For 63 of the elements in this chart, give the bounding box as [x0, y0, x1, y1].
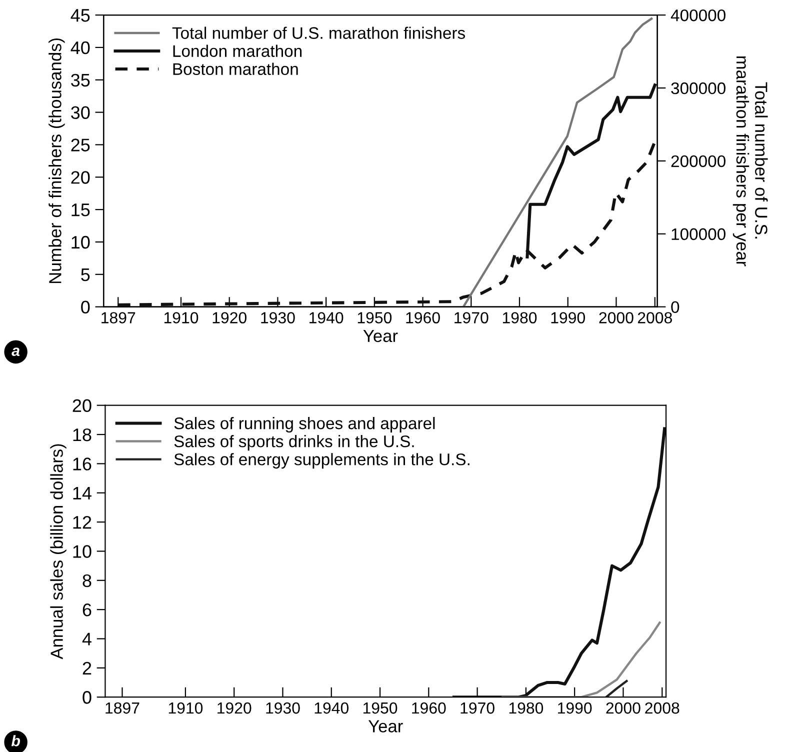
x-tick-label: 1990 [551, 312, 585, 324]
y-tick-label: 2 [82, 662, 92, 674]
x-tick-label: 1970 [454, 312, 488, 324]
text: a [12, 348, 20, 356]
y-tick-label: 0 [82, 691, 92, 704]
y-tick-label: 10 [72, 236, 90, 249]
x-tick-label: 1930 [261, 312, 295, 324]
x-tick-label: 2000 [599, 312, 634, 324]
y-tick-label: 15 [72, 204, 90, 216]
y-axis-title: Number of finishers (thousands) [48, 38, 65, 284]
legend-label: Total number of U.S. marathon finishers [172, 26, 465, 39]
x-tick-label: 1920 [212, 312, 246, 324]
y-tick-label: 30 [71, 106, 90, 120]
x-tick-label: 2000 [606, 702, 640, 714]
y-tick-label: 35 [71, 74, 90, 87]
y2-tick-label: 300000 [671, 82, 726, 94]
x-tick-label: 1910 [164, 312, 198, 324]
y-axis-title: Annual sales (billion dollars) [50, 444, 66, 660]
x-tick-label: 1970 [460, 702, 494, 714]
x-tick-label: 1910 [168, 702, 203, 714]
y-tick-label: 14 [73, 486, 92, 500]
y-tick-label: 40 [70, 41, 90, 54]
x-tick-label: 1950 [363, 702, 398, 714]
y-tick-label: 0 [81, 300, 90, 314]
x-tick-label: 2008 [638, 312, 672, 324]
legend-label: Boston marathon [173, 62, 298, 76]
x-tick-label: 1960 [406, 312, 440, 324]
x-axis-title: Year [368, 720, 403, 732]
legend-label: Sales of sports drinks in the U.S. [174, 435, 414, 451]
y-tick-label: 12 [73, 516, 92, 529]
x-tick-label: 1960 [412, 702, 446, 714]
y-tick-label: 20 [72, 399, 92, 412]
x-tick-label: 1897 [102, 312, 136, 324]
y2-tick-label: 200000 [671, 155, 726, 168]
x-tick-label: 2008 [645, 702, 680, 714]
x-tick-label: 1920 [218, 702, 252, 714]
y-tick-label: 16 [73, 458, 92, 470]
x-tick-label: 1950 [358, 312, 392, 324]
y-tick-label: 4 [82, 632, 92, 646]
x-tick-label: 1930 [266, 702, 300, 714]
x-tick-label: 1940 [314, 702, 349, 714]
y-tick-label: 18 [73, 428, 92, 442]
y-tick-label: 20 [71, 171, 90, 184]
y2-tick-label: 0 [671, 301, 680, 314]
text: b [11, 735, 20, 746]
x-tick-label: 1940 [310, 312, 344, 324]
y-tick-label: 8 [82, 574, 92, 588]
x-tick-label: 1990 [558, 702, 592, 714]
y-tick-label: 45 [70, 9, 90, 22]
y2-tick-label: 400000 [670, 9, 726, 22]
legend-label: Sales of energy supplements in the U.S. [174, 453, 470, 469]
y-tick-label: 10 [73, 545, 92, 558]
y-tick-label: 6 [82, 604, 92, 616]
y2-tick-label: 100000 [672, 228, 726, 240]
y-tick-label: 5 [81, 268, 90, 282]
y-tick-label: 25 [71, 138, 90, 152]
x-axis-title: Year [363, 330, 398, 342]
y2-axis-title: Total number of U.S. marathon finishers per year [732, 56, 768, 266]
x-tick-label: 1980 [502, 312, 537, 324]
x-tick-label: 1897 [106, 702, 140, 714]
x-tick-label: 1980 [509, 702, 544, 714]
legend-label: Sales of running shoes and apparel [174, 416, 435, 433]
legend-label: London marathon [173, 44, 302, 57]
